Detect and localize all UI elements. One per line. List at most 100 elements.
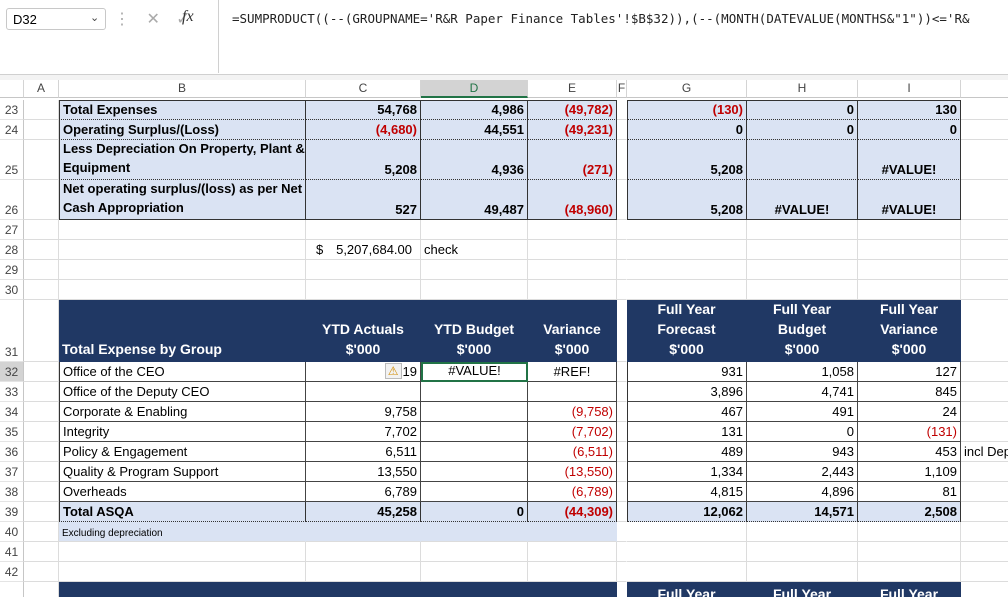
cell[interactable] — [961, 220, 1008, 240]
cell[interactable]: 0 — [747, 100, 858, 120]
cell[interactable] — [627, 220, 747, 240]
column-header[interactable]: H — [747, 80, 858, 98]
row-header[interactable]: 28 — [0, 240, 24, 260]
cell[interactable]: 4,815 — [627, 482, 747, 502]
cell[interactable]: 127 — [858, 362, 961, 382]
cell[interactable]: Quality & Program Support — [59, 462, 306, 482]
cell[interactable] — [961, 482, 1008, 502]
cell[interactable]: 131 — [627, 422, 747, 442]
cell[interactable]: 6,789 — [306, 482, 421, 502]
cell[interactable] — [617, 582, 627, 597]
row-header[interactable] — [0, 582, 24, 597]
cell[interactable] — [747, 260, 858, 280]
cell[interactable] — [528, 240, 617, 260]
cell[interactable]: 0 — [747, 422, 858, 442]
cell[interactable] — [24, 422, 59, 442]
cell[interactable] — [617, 280, 627, 300]
name-box-dropdown[interactable]: ⌄ — [90, 12, 100, 24]
cell[interactable]: Corporate & Enabling — [59, 402, 306, 422]
cell[interactable]: Full Year — [858, 582, 961, 597]
cell[interactable] — [961, 300, 1008, 362]
cell[interactable] — [617, 382, 627, 402]
cell[interactable]: Full Year Forecast $'000 — [627, 300, 747, 362]
cell[interactable]: 5,208 — [627, 140, 747, 180]
cell[interactable]: (130) — [627, 100, 747, 120]
cell[interactable] — [24, 582, 59, 597]
cell[interactable]: #REF! — [528, 362, 617, 382]
cell[interactable]: 45,258 — [306, 502, 421, 522]
cell[interactable]: 0 — [627, 120, 747, 140]
row-header[interactable]: 24 — [0, 120, 24, 140]
cell[interactable] — [421, 582, 528, 597]
cell[interactable]: $5,207,684.00 — [306, 240, 421, 260]
cell[interactable]: 527 — [306, 180, 421, 220]
cell[interactable] — [961, 280, 1008, 300]
cell[interactable] — [617, 240, 627, 260]
cell[interactable] — [24, 180, 59, 220]
cell[interactable] — [421, 522, 528, 542]
cell[interactable] — [24, 300, 59, 362]
cell[interactable] — [421, 280, 528, 300]
cell[interactable] — [528, 280, 617, 300]
cell[interactable] — [24, 442, 59, 462]
cell[interactable] — [858, 562, 961, 582]
cell[interactable]: 491 — [747, 402, 858, 422]
row-header[interactable]: 34 — [0, 402, 24, 422]
cell[interactable]: Variance $'000 — [528, 300, 617, 362]
cell[interactable] — [24, 402, 59, 422]
cell[interactable] — [421, 542, 528, 562]
cell[interactable] — [858, 522, 961, 542]
cell[interactable]: 5,208 — [627, 180, 747, 220]
cell[interactable] — [961, 100, 1008, 120]
cell[interactable]: 3,896 — [627, 382, 747, 402]
cell[interactable] — [627, 260, 747, 280]
cell[interactable] — [627, 542, 747, 562]
cell[interactable]: 54,768 — [306, 100, 421, 120]
cell[interactable]: incl Dep — [961, 442, 1008, 462]
row-header[interactable]: 26 — [0, 180, 24, 220]
row-header[interactable]: 23 — [0, 100, 24, 120]
cell[interactable]: 467 — [627, 402, 747, 422]
cell[interactable] — [961, 502, 1008, 522]
cell[interactable] — [306, 562, 421, 582]
cell[interactable]: 9,758 — [306, 402, 421, 422]
cell[interactable] — [961, 522, 1008, 542]
cell[interactable]: 1,334 — [627, 462, 747, 482]
name-box[interactable]: D32 — [6, 8, 106, 30]
cell[interactable]: Office of the Deputy CEO — [59, 382, 306, 402]
cell[interactable]: ⚠ 19 — [306, 362, 421, 382]
cell[interactable]: 14,571 — [747, 502, 858, 522]
cell[interactable]: (9,758) — [528, 402, 617, 422]
cell[interactable] — [24, 140, 59, 180]
column-header[interactable]: C — [306, 80, 421, 98]
row-header[interactable]: 25 — [0, 140, 24, 180]
cell[interactable] — [24, 362, 59, 382]
cell[interactable] — [421, 562, 528, 582]
cell[interactable] — [59, 280, 306, 300]
warning-icon[interactable]: ⚠ — [384, 363, 402, 379]
cell[interactable]: 4,896 — [747, 482, 858, 502]
cell[interactable] — [24, 120, 59, 140]
cell[interactable]: Office of the CEO — [59, 362, 306, 382]
cell[interactable]: Full Year — [747, 582, 858, 597]
cell[interactable] — [858, 280, 961, 300]
cell[interactable] — [617, 120, 627, 140]
cell[interactable]: Policy & Engagement — [59, 442, 306, 462]
cell[interactable] — [24, 542, 59, 562]
cell[interactable]: Total ASQA — [59, 502, 306, 522]
cell[interactable] — [24, 562, 59, 582]
cell[interactable] — [617, 462, 627, 482]
cell[interactable]: Net operating surplus/(loss) as per Net C… — [59, 180, 306, 220]
cell[interactable]: 12,062 — [627, 502, 747, 522]
column-header[interactable]: D — [421, 80, 528, 98]
insert-function[interactable]: fx — [182, 8, 194, 25]
cell[interactable]: Full Year Variance $'000 — [858, 300, 961, 362]
cell[interactable] — [24, 220, 59, 240]
cell[interactable]: (6,511) — [528, 442, 617, 462]
cell[interactable] — [306, 542, 421, 562]
cell[interactable]: Total Expenses — [59, 100, 306, 120]
cell[interactable]: 931 — [627, 362, 747, 382]
cell[interactable]: 2,508 — [858, 502, 961, 522]
cell[interactable] — [617, 482, 627, 502]
cell[interactable] — [747, 220, 858, 240]
